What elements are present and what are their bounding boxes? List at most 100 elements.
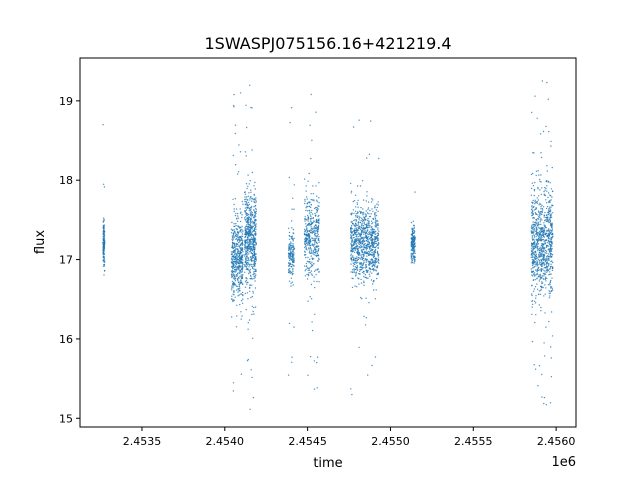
data-point [312, 253, 314, 255]
data-point [316, 200, 318, 203]
data-point [551, 241, 553, 243]
data-point [246, 241, 248, 243]
data-point [552, 190, 554, 192]
data-point [316, 211, 318, 213]
data-point [364, 230, 366, 232]
data-point [253, 244, 255, 246]
data-point [539, 180, 541, 182]
data-point [314, 286, 316, 289]
data-point [312, 193, 315, 195]
data-point [545, 404, 548, 406]
data-point [250, 256, 252, 258]
data-point [365, 215, 367, 217]
data-point [356, 286, 358, 288]
data-point [246, 248, 248, 250]
data-point [249, 272, 252, 274]
data-point [251, 284, 253, 286]
data-point [360, 219, 362, 222]
data-point [357, 250, 359, 252]
data-point [412, 254, 414, 256]
data-point [249, 243, 251, 246]
data-point [363, 315, 365, 318]
data-point [318, 258, 320, 261]
data-point [538, 230, 541, 233]
data-point [414, 256, 416, 258]
data-point [533, 240, 536, 242]
data-point [252, 225, 254, 227]
data-point [241, 247, 244, 250]
data-point [236, 261, 239, 263]
data-point [546, 214, 548, 216]
data-point [540, 259, 542, 261]
data-point [359, 240, 361, 242]
data-point [551, 289, 554, 291]
data-point [310, 248, 312, 250]
data-point [304, 265, 306, 267]
data-point [544, 312, 546, 314]
data-point [361, 221, 364, 223]
data-point [539, 237, 541, 239]
data-point [366, 247, 368, 250]
data-point [377, 227, 379, 229]
data-point [317, 249, 319, 252]
data-point [548, 210, 550, 213]
data-point [234, 258, 236, 261]
data-point [376, 267, 378, 269]
data-point [248, 244, 250, 246]
data-point [241, 235, 243, 237]
data-point [244, 261, 246, 263]
data-point [252, 396, 255, 399]
data-point [358, 119, 360, 121]
data-point [252, 265, 254, 267]
data-point [361, 180, 364, 182]
data-point [245, 220, 247, 222]
data-point [360, 264, 362, 266]
data-point [551, 222, 553, 224]
data-point [316, 210, 318, 212]
data-point [547, 232, 550, 235]
data-point [309, 246, 312, 249]
data-point [304, 216, 306, 218]
data-point [358, 273, 360, 275]
data-point [354, 232, 356, 234]
data-point [231, 241, 234, 243]
data-point [241, 264, 243, 267]
data-point [361, 227, 364, 230]
data-point [306, 202, 309, 204]
data-point [238, 250, 240, 252]
data-point [364, 224, 366, 226]
data-point [352, 265, 354, 267]
data-point [363, 255, 365, 257]
data-point [535, 263, 537, 265]
y-tick-label: 19 [59, 95, 73, 108]
data-point [361, 236, 363, 239]
data-point [305, 248, 307, 250]
data-point [370, 243, 372, 245]
data-point [289, 244, 291, 246]
data-point [535, 258, 537, 261]
data-point [233, 256, 235, 258]
data-point [551, 166, 553, 169]
data-point [355, 225, 357, 227]
data-point [293, 326, 295, 328]
data-point [549, 292, 551, 294]
data-point [315, 235, 317, 238]
y-tick-label: 16 [59, 333, 73, 346]
data-point [531, 214, 533, 216]
data-point [551, 269, 554, 272]
data-point [313, 276, 315, 278]
data-point [371, 246, 374, 248]
data-point [358, 252, 360, 255]
data-point [247, 174, 249, 176]
data-point [305, 239, 308, 241]
data-point [313, 242, 316, 244]
data-point [538, 274, 540, 276]
data-point [550, 214, 552, 217]
data-point [308, 272, 310, 274]
data-point [312, 227, 314, 229]
data-point [363, 222, 365, 225]
data-point [536, 288, 539, 290]
data-point [250, 226, 253, 229]
data-point [305, 265, 308, 267]
data-point [367, 201, 370, 203]
